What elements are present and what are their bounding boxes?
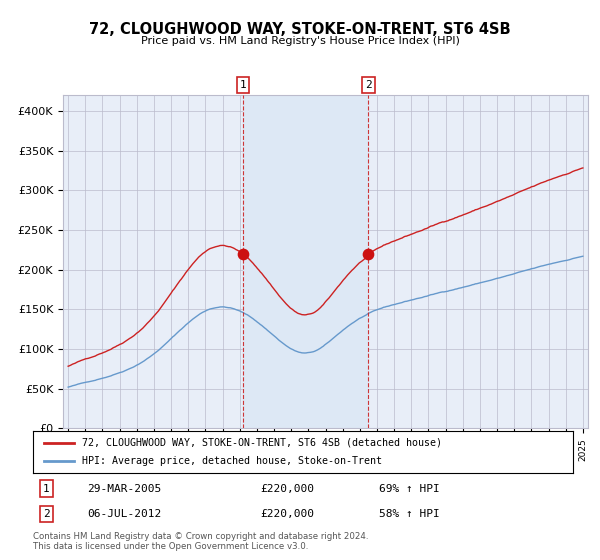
Text: HPI: Average price, detached house, Stoke-on-Trent: HPI: Average price, detached house, Stok… [82, 456, 382, 466]
Bar [244, 95, 368, 428]
Text: 1: 1 [240, 80, 247, 90]
Text: 2: 2 [43, 509, 50, 519]
Text: Price paid vs. HM Land Registry's House Price Index (HPI): Price paid vs. HM Land Registry's House … [140, 36, 460, 46]
Text: 1: 1 [43, 484, 50, 493]
Point [364, 249, 373, 258]
Text: 72, CLOUGHWOOD WAY, STOKE-ON-TRENT, ST6 4SB (detached house): 72, CLOUGHWOOD WAY, STOKE-ON-TRENT, ST6 … [82, 438, 442, 448]
Text: 29-MAR-2005: 29-MAR-2005 [87, 484, 161, 493]
Text: 69% ↑ HPI: 69% ↑ HPI [379, 484, 439, 493]
Text: £220,000: £220,000 [260, 509, 314, 519]
Text: 06-JUL-2012: 06-JUL-2012 [87, 509, 161, 519]
Text: 72, CLOUGHWOOD WAY, STOKE-ON-TRENT, ST6 4SB: 72, CLOUGHWOOD WAY, STOKE-ON-TRENT, ST6 … [89, 22, 511, 38]
Text: 2: 2 [365, 80, 372, 90]
Text: £220,000: £220,000 [260, 484, 314, 493]
Text: 58% ↑ HPI: 58% ↑ HPI [379, 509, 439, 519]
Point [239, 249, 248, 258]
Text: Contains HM Land Registry data © Crown copyright and database right 2024.
This d: Contains HM Land Registry data © Crown c… [33, 532, 368, 552]
